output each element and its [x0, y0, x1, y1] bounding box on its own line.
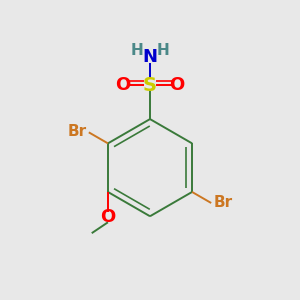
- Text: O: O: [100, 208, 116, 226]
- Text: S: S: [143, 76, 157, 95]
- Text: N: N: [142, 48, 158, 66]
- Text: H: H: [157, 43, 169, 58]
- Text: H: H: [130, 43, 143, 58]
- Text: Br: Br: [67, 124, 86, 139]
- Text: Br: Br: [214, 196, 233, 211]
- Text: O: O: [169, 76, 185, 94]
- Text: O: O: [115, 76, 130, 94]
